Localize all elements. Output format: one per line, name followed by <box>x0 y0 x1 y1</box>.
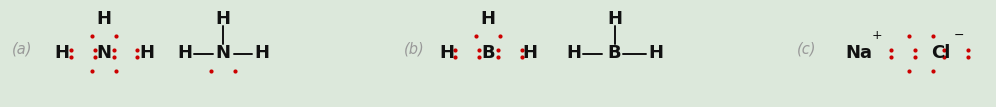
Text: B: B <box>608 45 622 62</box>
Text: H: H <box>215 10 231 28</box>
Text: H: H <box>607 10 622 28</box>
Text: B: B <box>481 45 495 62</box>
Text: H: H <box>439 45 455 62</box>
Text: H: H <box>96 10 112 28</box>
Text: N: N <box>96 45 112 62</box>
Text: H: H <box>177 45 193 62</box>
Text: H: H <box>648 45 664 62</box>
Text: H: H <box>138 45 154 62</box>
Text: +: + <box>872 29 881 42</box>
Text: (c): (c) <box>797 42 817 57</box>
Text: H: H <box>522 45 538 62</box>
Text: (b): (b) <box>403 42 424 57</box>
Text: H: H <box>480 10 496 28</box>
Text: Cl: Cl <box>931 45 951 62</box>
Text: N: N <box>215 45 231 62</box>
Text: H: H <box>254 45 270 62</box>
Text: Na: Na <box>845 45 872 62</box>
Text: −: − <box>954 29 964 42</box>
Text: (a): (a) <box>12 42 33 57</box>
Text: H: H <box>566 45 582 62</box>
Text: H: H <box>54 45 70 62</box>
